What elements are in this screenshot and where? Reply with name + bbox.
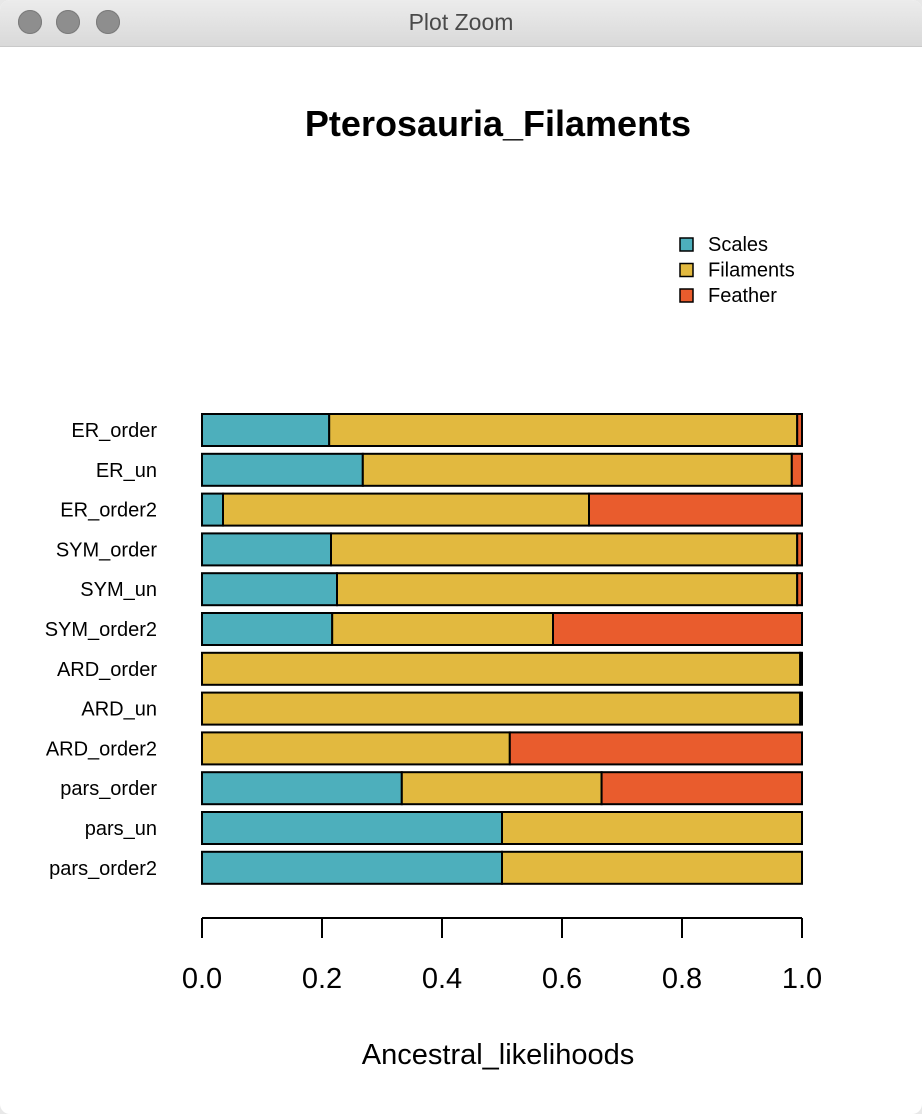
zoom-window-button[interactable] <box>96 10 120 34</box>
y-tick-label: SYM_un <box>80 579 157 601</box>
bar-segment-ER_order-feather <box>796 413 804 447</box>
y-tick-label: pars_un <box>85 818 157 840</box>
legend-swatch-scales <box>679 237 694 252</box>
bar-segment-SYM_un-scales <box>201 572 338 607</box>
bar-segment-pars_un-scales <box>201 811 503 845</box>
y-tick-label: SYM_order <box>56 539 157 561</box>
bar-segment-pars_order2-scales <box>201 850 503 885</box>
bar-segment-SYM_order-filaments <box>330 532 799 567</box>
bar-segment-ER_order-filaments <box>328 413 799 447</box>
bar-segment-ARD_order-filaments <box>201 651 802 686</box>
y-tick-label: ER_un <box>96 460 157 482</box>
bar-segment-ARD_order-feather <box>799 651 804 686</box>
bar-segment-ARD_order2-filaments <box>201 731 511 766</box>
bar-segment-pars_order2-filaments <box>501 850 803 885</box>
window-title: Plot Zoom <box>408 9 514 35</box>
y-tick-label: ER_order <box>71 420 157 442</box>
y-axis-labels: ER_order ER_un ER_order2 SYM_order SYM_un SYM… <box>45 420 158 880</box>
title-bar[interactable]: Plot Zoom <box>0 0 922 47</box>
bar-segment-ER_un-scales <box>201 452 364 487</box>
close-window-button[interactable] <box>18 10 42 34</box>
bar-segment-SYM_order-scales <box>201 532 332 567</box>
chart-title: Pterosauria_Filaments <box>305 103 691 144</box>
bar-segment-ER_un-filaments <box>361 452 793 487</box>
y-tick-label: ARD_un <box>81 699 157 721</box>
bar-segment-SYM_order2-feather <box>552 612 803 646</box>
y-tick-label: ARD_order2 <box>46 738 157 760</box>
x-tick-label: 0.6 <box>542 963 582 995</box>
x-axis-title: Ancestral_likelihoods <box>362 1039 634 1071</box>
bar-segment-ER_order2-feather <box>588 492 803 527</box>
x-tick-label: 0.2 <box>302 963 342 995</box>
y-tick-label: SYM_order2 <box>45 619 157 641</box>
x-tick-label: 0.0 <box>182 963 222 995</box>
y-tick-label: ER_order2 <box>60 500 157 522</box>
bar-segment-SYM_order-feather <box>796 532 804 567</box>
y-tick-label: ARD_order <box>57 659 157 681</box>
bar-segment-ER_order-scales <box>201 413 331 447</box>
minimize-window-button[interactable] <box>56 10 80 34</box>
x-axis: 0.0 0.2 0.4 0.6 0.8 1.0 <box>182 917 822 995</box>
legend-swatch-filaments <box>679 262 694 278</box>
x-tick-label: 0.4 <box>422 963 462 995</box>
chart-legend: Scales Filaments Feather <box>679 234 795 307</box>
bar-segment-pars_order-feather <box>600 771 803 806</box>
x-tick-label: 1.0 <box>782 963 822 995</box>
bar-segment-pars_order-filaments <box>400 771 603 806</box>
bar-segment-ER_order2-scales <box>201 492 224 527</box>
y-tick-label: pars_order <box>60 778 157 800</box>
bar-segment-pars_un-filaments <box>501 811 803 845</box>
bar-segment-ER_un-feather <box>790 452 803 487</box>
x-tick-label: 0.8 <box>662 963 702 995</box>
bar-segment-ARD_un-feather <box>799 691 804 726</box>
bar-segment-pars_order-scales <box>201 771 403 806</box>
bar-segment-SYM_un-filaments <box>336 572 799 607</box>
legend-label-feather: Feather <box>708 285 777 307</box>
bar-segment-SYM_order2-scales <box>201 612 334 646</box>
bar-segment-SYM_order2-filaments <box>331 612 555 646</box>
y-tick-label: pars_order2 <box>49 858 157 880</box>
bars-group <box>201 413 804 885</box>
bar-segment-SYM_un-feather <box>796 572 804 607</box>
legend-label-scales: Scales <box>708 234 768 256</box>
stacked-bar-chart: Pterosauria_Filaments Scales Filaments Fea… <box>45 103 822 1071</box>
bar-segment-ARD_order2-feather <box>508 731 803 766</box>
legend-swatch-feather <box>679 288 694 303</box>
bar-segment-ER_order2-filaments <box>222 492 590 527</box>
legend-label-filaments: Filaments <box>708 260 795 282</box>
bar-segment-ARD_un-filaments <box>201 691 802 726</box>
